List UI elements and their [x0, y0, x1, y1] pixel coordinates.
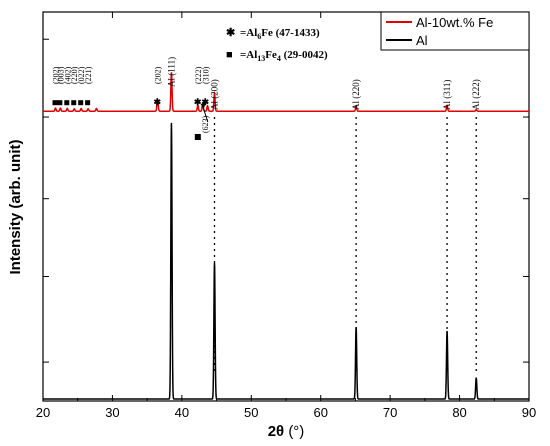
x-axis-title: 2θ (°)	[268, 423, 305, 440]
square-peak-label-0: (202)	[51, 66, 60, 84]
phase-key: ✱ =Al6Fe (47-1433) ■ =Al13Fe4 (29-0042)	[226, 27, 328, 63]
star-peak-label-2: (310)	[201, 66, 210, 84]
legend: Al-10wt.% Fe Al	[380, 11, 530, 51]
series-line-1	[43, 122, 529, 400]
series-layer	[43, 72, 529, 400]
star-marker-1: ✱	[194, 97, 202, 107]
square-peak-label-2: (402)	[63, 66, 72, 84]
legend-box	[380, 11, 530, 51]
legend-label-alfe: Al-10wt.% Fe	[416, 15, 493, 30]
al-peak-label-2: Al (220)	[351, 79, 361, 110]
al-peak-label-1: Al (200)	[209, 79, 219, 110]
plot-frame	[42, 11, 530, 402]
al-peak-label-4: Al (222)	[471, 79, 481, 110]
series-line-0	[43, 72, 529, 112]
extra-square-marker	[194, 134, 201, 140]
x-tick-label-60: 60	[313, 405, 327, 420]
al-peak-label-3: Al (311)	[442, 80, 452, 110]
star-peak-label-1: (222)	[194, 66, 203, 84]
legend-label-al: Al	[416, 33, 428, 48]
al-peak-label-0: Al (111)	[166, 57, 176, 87]
phase-key-text-0: =Al6Fe (47-1433)	[240, 27, 320, 41]
star-peak-label-0: (202)	[154, 66, 163, 84]
square-marker-4	[78, 100, 84, 106]
x-tick-label-30: 30	[105, 405, 119, 420]
extra-square-arrowhead	[200, 103, 206, 109]
dotted-guide-lines	[213, 117, 477, 374]
x-axis-title-unit: (°)	[288, 423, 304, 440]
axis-ticks: 20 30 40 50 60 70 80 90	[36, 12, 536, 420]
square-peak-label-3: (220)	[70, 66, 79, 84]
x-tick-label-40: 40	[175, 405, 189, 420]
square-marker-5	[85, 100, 91, 106]
square-marker-0	[52, 100, 58, 106]
star-marker-0: ✱	[154, 97, 162, 107]
x-tick-label-20: 20	[36, 405, 50, 420]
x-tick-label-90: 90	[522, 405, 536, 420]
square-marker-3	[71, 100, 77, 106]
x-tick-label-70: 70	[383, 405, 397, 420]
square-peak-label-4: (022)	[77, 66, 86, 84]
extra-square-label: (623)	[201, 115, 210, 133]
square-marker-2	[64, 100, 70, 106]
phase-key-text-1: =Al13Fe4 (29-0042)	[240, 49, 328, 63]
phase-key-symbol-0: ✱	[226, 27, 235, 39]
star-marker-2: ✱	[201, 97, 209, 107]
square-peak-label-5: (221)	[84, 66, 93, 84]
x-axis-title-main: 2θ	[268, 423, 284, 440]
square-peak-label-1: (003)	[56, 66, 65, 84]
y-axis-title: Intensity (arb. unit)	[7, 139, 24, 274]
x-tick-label-50: 50	[244, 405, 258, 420]
phase-key-symbol-1: ■	[226, 49, 233, 61]
x-tick-label-80: 80	[452, 405, 466, 420]
peak-annotations: Al (111) Al (200) Al (220) Al (311) Al (222)…	[51, 57, 481, 140]
square-marker-1	[57, 100, 63, 106]
